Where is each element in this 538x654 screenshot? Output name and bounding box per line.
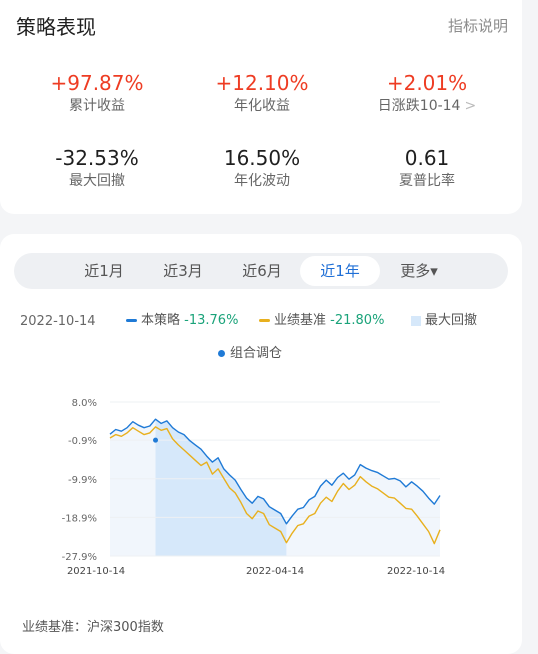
strategy-line: [109, 418, 441, 525]
legend-date: 2022-10-14: [20, 314, 96, 329]
legend-line-strategy: [126, 319, 137, 322]
y-tick-label: -18.9%: [62, 513, 97, 524]
performance-line-chart[interactable]: 8.0% -0.9% -9.9% -18.9% -27.9% 2021-10-14 2022…: [0, 384, 522, 584]
metric-value: +2.01%: [386, 71, 468, 95]
x-tick-label: 2022-04-14: [246, 566, 304, 577]
legend-rebalance: 组合调仓: [218, 347, 282, 360]
y-tick-label: 8.0%: [72, 398, 97, 409]
legend-strategy-name: 本策略: [141, 313, 181, 328]
legend-benchmark-value: -21.80%: [330, 313, 385, 328]
rebalance-point: [153, 437, 159, 443]
metric-volatility: 16.50% 年化波动: [172, 148, 352, 188]
legend-line-benchmark: [259, 319, 270, 322]
metric-label: 日涨跌10-14 >: [337, 99, 517, 113]
benchmark-note: 业绩基准：沪深300指数: [22, 620, 164, 635]
metric-label: 年化收益: [234, 98, 290, 114]
legend-box-drawdown: [411, 315, 421, 326]
performance-card: 策略表现 指标说明 +97.87% 累计收益 +12.10% 年化收益 +2.0…: [0, 0, 522, 214]
tab-1y[interactable]: 近1年: [300, 256, 380, 286]
explain-link[interactable]: 指标说明: [447, 17, 508, 35]
tab-more[interactable]: 更多▾: [400, 262, 438, 280]
metric-value: 16.50%: [223, 146, 301, 170]
tab-1m[interactable]: 近1月: [84, 262, 124, 280]
period-tabs: 近1月 近3月 近6月 近1年 更多▾: [14, 253, 508, 289]
legend-rebalance-name: 组合调仓: [230, 346, 283, 361]
legend-dot-rebalance: [218, 350, 225, 357]
legend-drawdown: 最大回撤: [411, 314, 477, 327]
y-tick-label: -9.9%: [68, 475, 97, 486]
metric-daily-change[interactable]: +2.01% 日涨跌10-14 >: [337, 73, 517, 113]
legend-strategy: 本策略 -13.76%: [126, 314, 238, 327]
chart-card: 近1月 近3月 近6月 近1年 更多▾ 2022-10-14 本策略 -13.7…: [0, 234, 522, 654]
x-tick-label: 2022-10-14: [387, 566, 445, 577]
x-tick-label: 2021-10-14: [67, 566, 125, 577]
metric-value: -32.53%: [55, 146, 139, 170]
metric-sharpe: 0.61 夏普比率: [337, 148, 517, 188]
legend-drawdown-name: 最大回撤: [425, 313, 478, 328]
page-title: 策略表现: [16, 15, 96, 39]
metric-value: +97.87%: [50, 71, 144, 95]
metric-value: +12.10%: [215, 71, 309, 95]
metric-annual-return: +12.10% 年化收益: [172, 73, 352, 113]
metric-label: 年化波动: [234, 173, 290, 189]
metric-cumulative: +97.87% 累计收益: [7, 73, 187, 113]
metric-label: 累计收益: [69, 98, 125, 114]
metric-label: 最大回撤: [69, 173, 125, 189]
legend-benchmark: 业绩基准 -21.80%: [259, 314, 384, 327]
legend-benchmark-name: 业绩基准: [274, 313, 327, 328]
chevron-right-icon: >: [464, 98, 477, 114]
metric-max-drawdown: -32.53% 最大回撤: [7, 148, 187, 188]
legend-strategy-value: -13.76%: [184, 313, 239, 328]
y-tick-label: -27.9%: [62, 552, 97, 563]
y-tick-label: -0.9%: [68, 436, 97, 447]
metric-value: 0.61: [404, 146, 450, 170]
metric-label-text: 日涨跌10-14: [377, 98, 461, 114]
tab-6m[interactable]: 近6月: [242, 262, 282, 280]
benchmark-line: [109, 426, 441, 545]
metric-label: 夏普比率: [399, 173, 455, 189]
tab-3m[interactable]: 近3月: [163, 262, 203, 280]
